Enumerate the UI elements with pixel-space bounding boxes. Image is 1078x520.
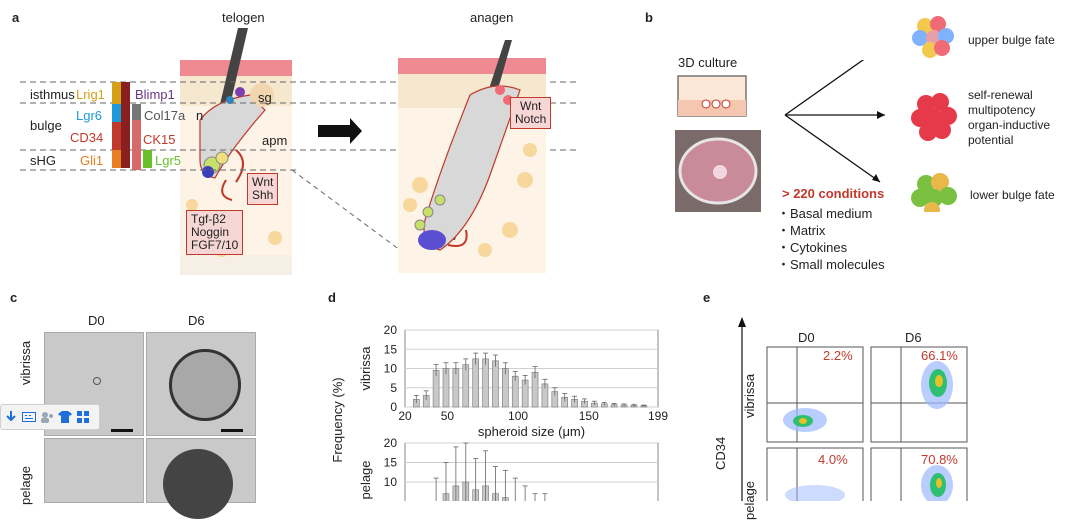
lgr6-marker: Lgr6 <box>76 108 103 123</box>
col17a-marker: Col17a <box>144 108 186 123</box>
y-tick-label: 20 <box>384 323 398 337</box>
percent-vibrissa-d0: 2.2% <box>823 348 853 363</box>
panel-label-e: e <box>703 290 711 305</box>
wnt-shh-box: Wnt Shh <box>247 173 279 205</box>
cd34-axis-arrow <box>738 317 746 501</box>
y-tick-label: 20 <box>384 436 398 450</box>
download-icon[interactable] <box>4 410 18 424</box>
culture-schematic <box>675 60 885 212</box>
x-tick-label: 100 <box>508 409 528 423</box>
gli1-marker: Gli1 <box>80 153 104 168</box>
conditions-title: > 220 conditions <box>782 186 885 201</box>
bar <box>482 358 489 408</box>
percent-vibrissa-d6: 66.1% <box>921 348 958 363</box>
e-col-d0: D0 <box>798 330 815 345</box>
e-row-vibrissa: vibrissa <box>742 373 757 418</box>
wnt-text: Wnt <box>252 175 274 189</box>
series-label-pelage: pelage <box>358 460 373 499</box>
y-tick-label: 10 <box>384 475 398 489</box>
tgf-text: Tgf-β2 <box>191 212 226 226</box>
cd34-marker: CD34 <box>70 130 104 145</box>
bulge-label: bulge <box>30 118 62 133</box>
n-label: n <box>196 108 204 123</box>
keyboard-icon[interactable] <box>22 410 36 424</box>
tgf-box: Tgf-β2 Noggin FGF7/10 <box>186 210 244 255</box>
y-tick-label: 0 <box>390 400 397 414</box>
y-tick-label: 5 <box>390 381 397 395</box>
apm-label: apm <box>262 133 288 148</box>
plot-frame-pelage <box>404 442 659 501</box>
condition-item: ・Matrix <box>777 223 826 238</box>
condition-item: ・Cytokines <box>777 240 848 255</box>
floating-toolbar <box>0 404 100 430</box>
c-row-vibrissa: vibrissa <box>18 340 33 385</box>
y-tick-label: 15 <box>384 342 398 356</box>
fate-lower: lower bulge fate <box>970 188 1055 202</box>
wnt-text-anagen: Wnt <box>520 99 542 113</box>
bar <box>492 360 499 408</box>
wnt-notch-box: Wnt Notch <box>510 97 552 129</box>
c-col-d0: D0 <box>88 313 105 328</box>
panel-label-b: b <box>645 10 653 25</box>
fate-clusters <box>911 16 957 212</box>
x-tick-label: 199 <box>648 409 668 423</box>
bar <box>462 364 470 408</box>
y-tick-label: 15 <box>384 456 398 470</box>
shh-text: Shh <box>252 188 274 202</box>
x-tick-label: 50 <box>441 409 455 423</box>
x-tick-label: 150 <box>579 409 599 423</box>
c-row-pelage: pelage <box>18 465 33 505</box>
e-ylabel: CD34 <box>713 436 728 470</box>
shg-label: sHG <box>30 153 56 168</box>
telogen-label: telogen <box>222 10 265 25</box>
micrograph-pelage-d0 <box>44 438 144 503</box>
panel-label-d: d <box>328 290 336 305</box>
anagen-label: anagen <box>470 10 514 25</box>
grid-icon[interactable] <box>76 410 90 424</box>
panel-label-a: a <box>12 10 20 25</box>
culture-label: 3D culture <box>678 55 738 70</box>
condition-item: ・Small molecules <box>777 257 885 272</box>
micrograph-vibrissa-d6 <box>146 332 256 436</box>
panel-label-c: c <box>10 290 18 305</box>
lrig1-marker: Lrig1 <box>76 87 105 102</box>
e-col-d6: D6 <box>905 330 922 345</box>
isthmus-label: isthmus <box>30 87 75 102</box>
conditions-list: ・Basal medium ・Matrix ・Cytokines ・Small … <box>777 205 885 273</box>
fate-upper: upper bulge fate <box>968 33 1055 47</box>
notch-text: Notch <box>515 112 547 126</box>
series-label-vibrissa: vibrissa <box>358 346 373 391</box>
c-col-d6: D6 <box>188 313 205 328</box>
y-tick-label: 10 <box>384 362 398 376</box>
x-tick-label: 20 <box>398 409 412 423</box>
blimp1-marker: Blimp1 <box>135 87 175 102</box>
sg-label: sg <box>258 90 272 105</box>
percent-pelage-d0: 4.0% <box>818 452 848 467</box>
fgf-text: FGF7/10 <box>191 238 239 252</box>
bar <box>472 358 479 408</box>
noggin-text: Noggin <box>191 225 230 239</box>
bar <box>511 375 519 408</box>
micrograph-pelage-d6 <box>146 438 256 519</box>
x-axis-label: spheroid size (μm) <box>478 424 585 439</box>
people-icon[interactable] <box>40 410 54 424</box>
lgr5-marker: Lgr5 <box>155 153 182 168</box>
fate-middle: self-renewal multipotency organ-inductiv… <box>968 88 1051 147</box>
condition-item: ・Basal medium <box>777 206 873 221</box>
y-axis-label: Frequency (%) <box>330 377 345 462</box>
hair-follicle-diagram <box>20 28 580 275</box>
flow-cytometry-plots <box>766 346 968 501</box>
e-row-pelage: pelage <box>742 480 757 520</box>
ck15-marker: CK15 <box>143 132 176 147</box>
shirt-icon[interactable] <box>58 410 72 424</box>
percent-pelage-d6: 70.8% <box>921 452 958 467</box>
